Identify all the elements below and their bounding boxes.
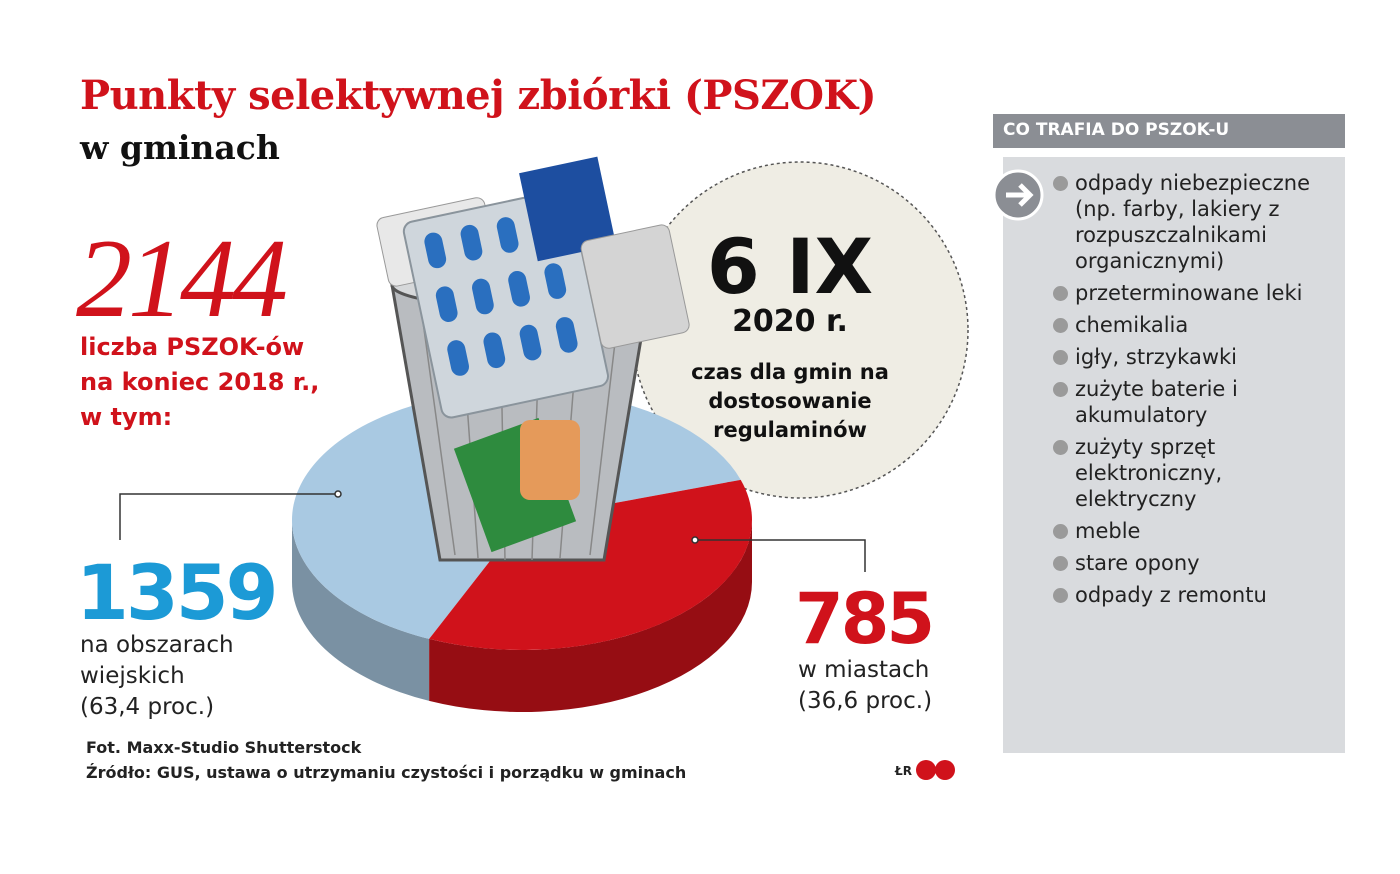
sidebar-header <box>993 114 1345 148</box>
category-label: w miastach <box>798 657 930 683</box>
total-label: liczba PSZOK-ów <box>80 333 305 361</box>
sidebar-item: przeterminowane leki <box>1053 280 1323 306</box>
share-label: (63,4 proc.) <box>80 694 215 720</box>
pie <box>291 390 752 712</box>
sidebar-item: zużyty sprzęt elektroniczny, elektryczny <box>1053 434 1323 512</box>
copyright-logo <box>916 760 955 780</box>
share-label: (36,6 proc.) <box>798 688 933 714</box>
total-label: na koniec 2018 r., <box>80 368 320 396</box>
sidebar-list: odpady niebezpieczne (np. farby, lakiery… <box>1053 170 1323 614</box>
total-number: 2144 <box>76 217 288 341</box>
sidebar-panel <box>1003 157 1345 753</box>
sidebar-item: chemikalia <box>1053 312 1323 338</box>
sidebar-item: meble <box>1053 518 1323 544</box>
arrow <box>1006 183 1034 207</box>
basket <box>376 156 690 562</box>
sidebar-item: stare opony <box>1053 550 1323 576</box>
title: Punkty selektywnej zbiórki (PSZOK) <box>80 72 877 119</box>
pie-side <box>292 520 430 701</box>
sidebar-item: odpady z remontu <box>1053 582 1323 608</box>
pie-slice <box>429 479 752 650</box>
category-label: na obszarach wiejskich <box>80 632 234 689</box>
sidebar-title: CO TRAFIA DO PSZOK-U <box>1003 120 1230 140</box>
leader-lines <box>119 490 866 572</box>
deadline-circle <box>631 161 969 499</box>
subtitle: w gminach <box>80 128 280 167</box>
sidebar-item: odpady niebezpieczne (np. farby, lakiery… <box>1053 170 1323 274</box>
deadline-year: 2020 r. <box>732 304 848 339</box>
value-label: 1359 <box>76 548 279 637</box>
sidebar-item: zużyte baterie i akumulatory <box>1053 376 1323 428</box>
deadline-text: czas dla gmin na dostosowanie regulaminó… <box>691 360 889 442</box>
value-label: 785 <box>795 578 935 660</box>
author-credit: ŁR <box>895 764 912 778</box>
deadline-date: 6 IX <box>706 222 874 311</box>
sidebar-item: igły, strzykawki <box>1053 344 1323 370</box>
photo-credit: Fot. Maxx-Studio Shutterstock <box>86 738 362 757</box>
source: Źródło: GUS, ustawa o utrzymaniu czystoś… <box>86 763 687 782</box>
total-label: w tym: <box>80 403 173 431</box>
pie-side <box>429 520 752 712</box>
